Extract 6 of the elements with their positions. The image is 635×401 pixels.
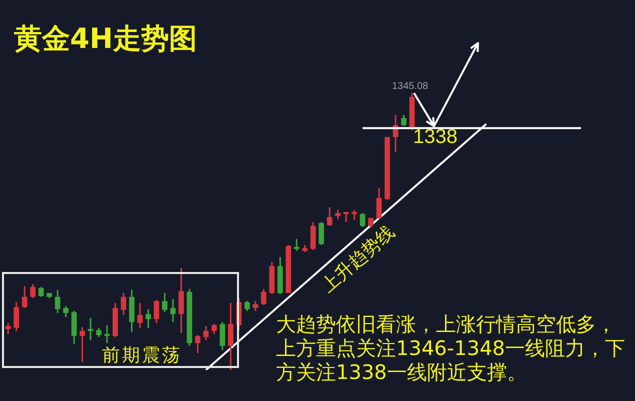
annotation: 1338 [413,126,458,149]
annotation: 大趋势依旧看涨，上涨行情高空低多，上方重点关注1346-1348一线阻力，下方关注1338一线附近支撑。 [276,312,626,384]
annotation: 1345.08 [392,80,429,92]
text: 上升趋势线 [317,222,399,297]
annotation: 前期震荡 [102,344,182,367]
chart-title: 黄金4H走势图 [14,21,197,57]
